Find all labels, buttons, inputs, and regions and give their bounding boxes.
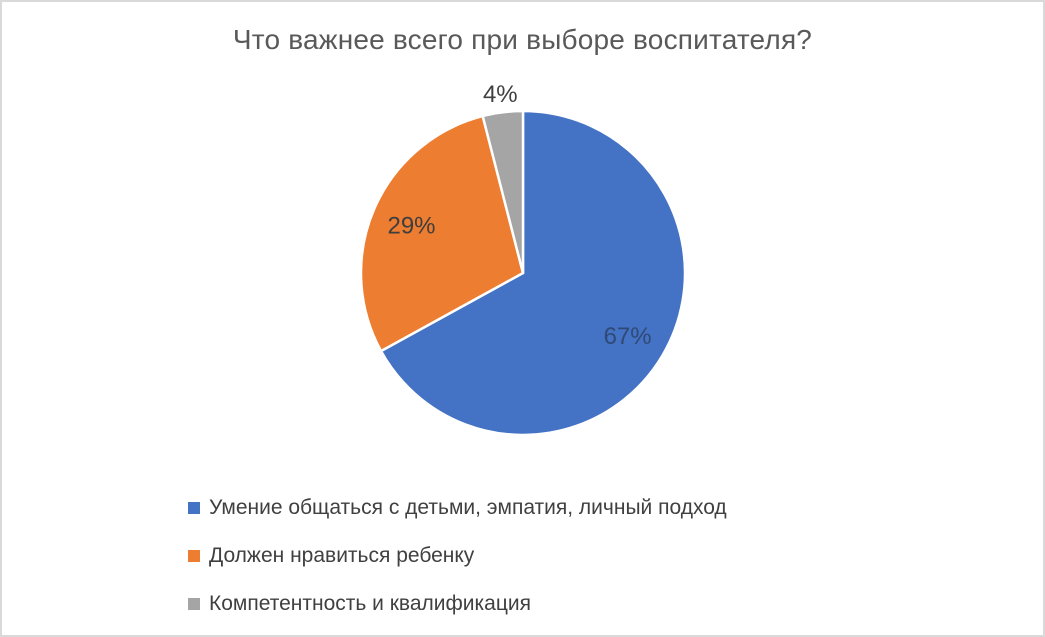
legend-label-1: Умение общаться с детьми, эмпатия, личны…: [209, 496, 727, 519]
pie-slice-3: [481, 109, 525, 275]
legend: Умение общаться с детьми, эмпатия, личны…: [188, 495, 727, 635]
pie-slice-2: [359, 114, 525, 353]
legend-swatch-gray-icon: [188, 598, 200, 610]
data-label-1: 67%: [604, 323, 652, 350]
legend-item-2: Должен нравиться ребенку: [188, 543, 727, 569]
legend-swatch-blue-icon: [188, 502, 200, 514]
chart-title: Что важнее всего при выборе воспитателя?: [232, 24, 813, 55]
data-label-3: 4%: [483, 81, 518, 108]
legend-item-3: Компетентность и квалификация: [188, 591, 727, 617]
legend-swatch-orange-icon: [188, 550, 200, 562]
legend-label-2: Должен нравиться ребенку: [209, 544, 475, 567]
pie-slice-1: [379, 109, 687, 437]
legend-label-3: Компетентность и квалификация: [209, 592, 531, 615]
legend-item-1: Умение общаться с детьми, эмпатия, личны…: [188, 495, 727, 521]
data-label-2: 29%: [387, 213, 435, 240]
